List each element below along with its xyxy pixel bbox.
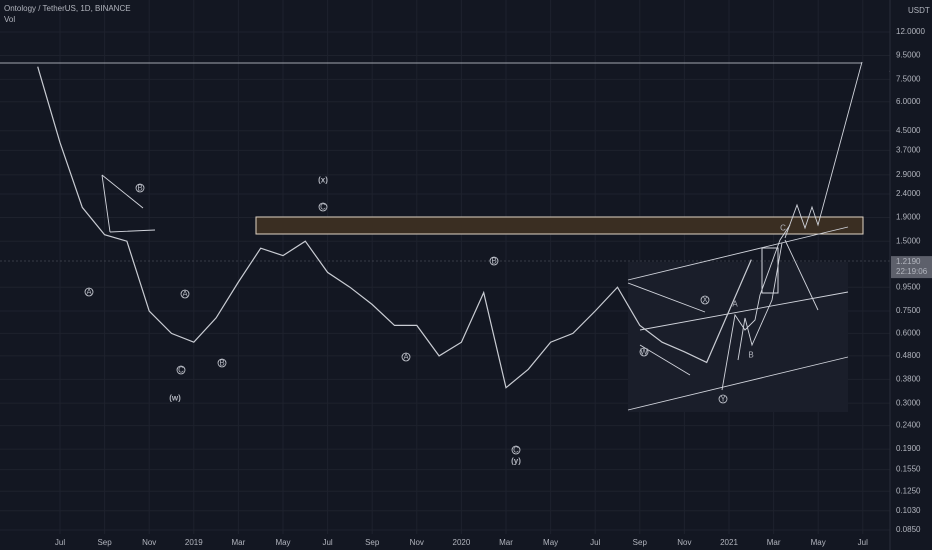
annotation: W — [640, 348, 648, 357]
wave-circle — [511, 445, 521, 455]
annotation: B — [748, 351, 753, 360]
annotation: A — [403, 353, 409, 362]
annotation: (x) — [318, 176, 328, 185]
annotation: Y — [720, 395, 726, 404]
y-tick-label: 12.0000 — [896, 27, 925, 36]
y-tick-label: 2.9000 — [896, 170, 921, 179]
annotation: (y) — [511, 457, 521, 466]
x-tick-label: Jul — [590, 538, 600, 547]
x-tick-label: May — [543, 538, 558, 547]
y-tick-label: 0.6000 — [896, 329, 921, 338]
y-tick-label: 0.1030 — [896, 506, 921, 515]
wave-circle — [318, 202, 328, 212]
annotation: X — [702, 296, 708, 305]
x-tick-label: 2020 — [453, 538, 471, 547]
annotation: C — [178, 366, 184, 375]
wave-circle — [217, 358, 227, 368]
x-tick-label: May — [275, 538, 290, 547]
y-tick-label: 1.5000 — [896, 236, 921, 245]
y-tick-label: 0.1900 — [896, 444, 921, 453]
x-tick-label: Mar — [499, 538, 513, 547]
y-tick-label: 0.1550 — [896, 465, 921, 474]
subtitle: Vol — [4, 15, 15, 24]
y-tick-label: 7.5000 — [896, 74, 921, 83]
annotation: C — [513, 446, 519, 455]
y-tick-label: 0.3800 — [896, 374, 921, 383]
x-tick-label: Sep — [97, 538, 112, 547]
annotation: B — [219, 359, 224, 368]
y-tick-label: 2.4000 — [896, 189, 921, 198]
x-tick-label: Nov — [677, 538, 691, 547]
price-series — [37, 66, 752, 389]
wave-circle — [489, 256, 499, 266]
y-tick-label: 0.9500 — [896, 282, 921, 291]
resistance-zone — [255, 216, 864, 235]
wave-circle — [180, 289, 190, 299]
wave-circle — [718, 394, 728, 404]
y-tick-label: 1.9000 — [896, 213, 921, 222]
x-tick-label: Sep — [633, 538, 648, 547]
wave-circle — [176, 365, 186, 375]
x-tick-label: Jul — [55, 538, 65, 547]
wave-circle — [700, 295, 710, 305]
price-tag-label: 1.2190 — [896, 257, 921, 266]
annotation: A — [732, 300, 738, 309]
x-tick-label: Nov — [410, 538, 424, 547]
x-tick-label: 2019 — [185, 538, 203, 547]
x-tick-label: Jul — [858, 538, 868, 547]
y-tick-label: 0.7500 — [896, 306, 921, 315]
y-tick-label: 0.2400 — [896, 421, 921, 430]
x-tick-label: Sep — [365, 538, 380, 547]
wave-circle — [401, 352, 411, 362]
x-tick-label: Mar — [232, 538, 246, 547]
x-tick-label: Mar — [767, 538, 781, 547]
x-tick-label: 2021 — [720, 538, 738, 547]
y-tick-label: 3.7000 — [896, 146, 921, 155]
axis-labels: 12.0000 9.5000 7.5000 6.0000 4.5000 3.7000 2.9… — [55, 27, 932, 547]
x-tick-label: Jul — [322, 538, 332, 547]
y-tick-label: 6.0000 — [896, 97, 921, 106]
projection-zone — [628, 262, 848, 412]
annotation: B — [137, 184, 142, 193]
drawings — [101, 61, 863, 411]
annotation: A — [86, 288, 92, 297]
y-tick-label: 0.3000 — [896, 398, 921, 407]
y-tick-label: 0.1250 — [896, 486, 921, 495]
y-tick-label: 0.4800 — [896, 351, 921, 360]
y-tick-label: 4.5000 — [896, 126, 921, 135]
annotation: B — [491, 257, 496, 266]
wave-circle — [135, 183, 145, 193]
annotation: (w) — [169, 394, 181, 403]
annotation: C — [780, 224, 786, 233]
wave-circle — [84, 287, 94, 297]
price-tag — [891, 256, 932, 279]
wave-circle — [639, 347, 649, 357]
x-tick-label: Nov — [142, 538, 156, 547]
countdown: 22:19:06 — [896, 267, 928, 276]
x-tick-label: May — [811, 538, 826, 547]
chart-title: Ontology / TetherUS, 1D, BINANCE — [4, 4, 131, 13]
y-tick-label: 0.0850 — [896, 525, 921, 534]
unit-label: USDT — [908, 6, 930, 15]
y-tick-label: 9.5000 — [896, 51, 921, 60]
annotation: C — [320, 203, 326, 212]
annotation: A — [182, 290, 188, 299]
